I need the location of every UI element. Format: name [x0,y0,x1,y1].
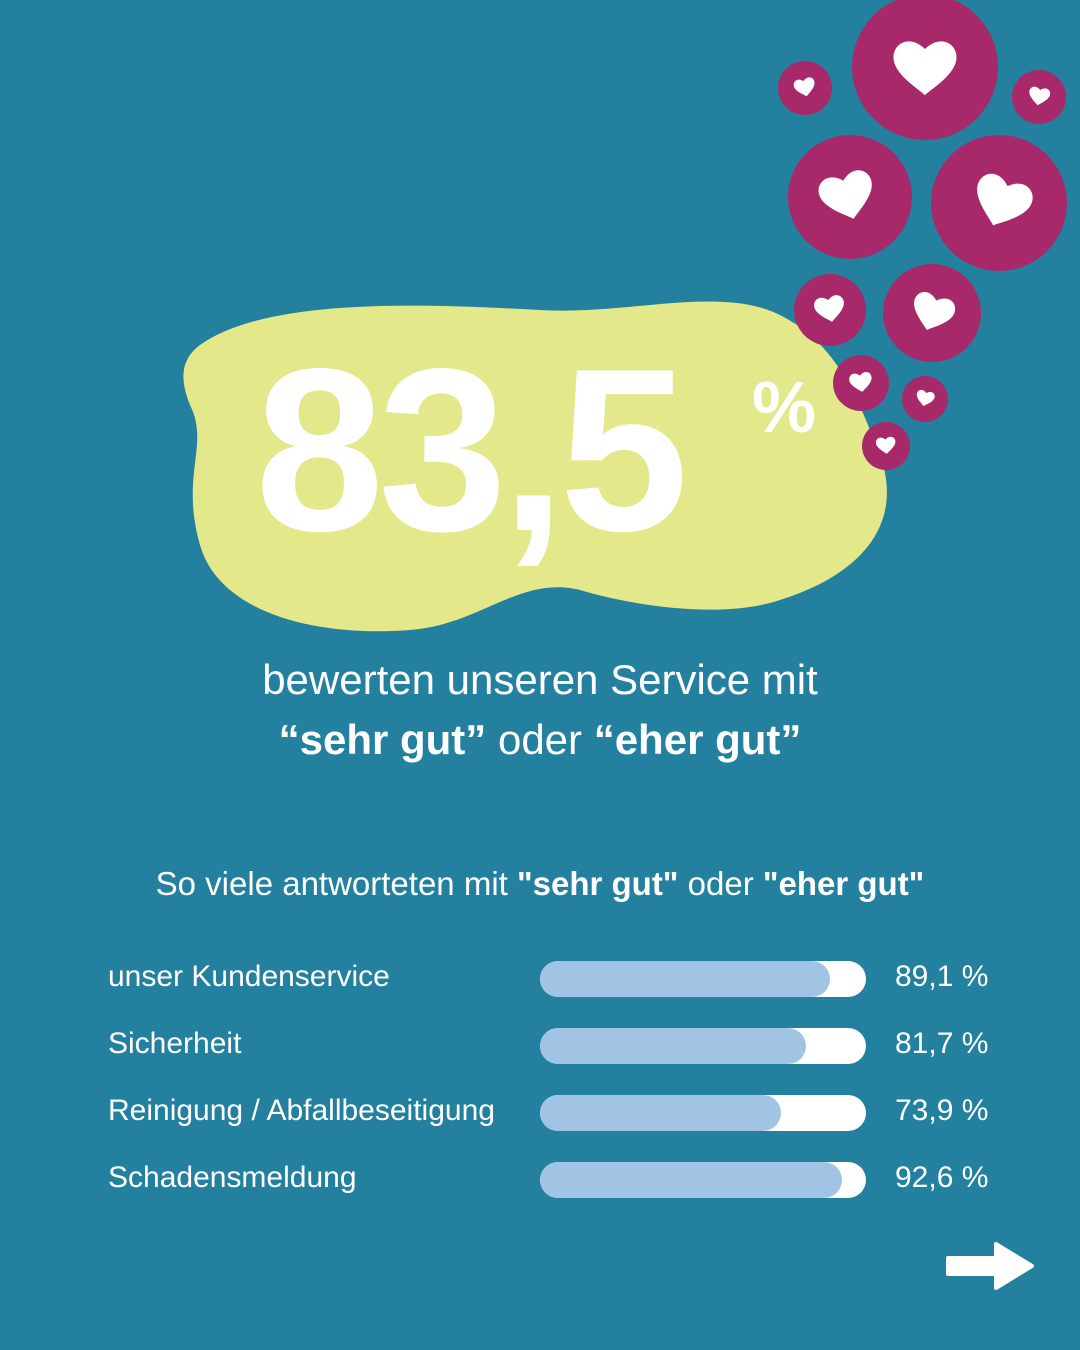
bar-row: Reinigung / Abfallbeseitigung 73,9 % [0,1089,1080,1156]
bar-value-label: 73,9 % [895,1094,989,1127]
heart-icon [852,0,998,140]
heart-icon [833,355,889,411]
bar-track [540,1095,866,1131]
caption-line-1: bewerten unseren Service mit [262,656,818,703]
bar-label: Reinigung / Abfallbeseitigung [108,1094,495,1127]
heart-icon [794,274,866,346]
heart-icon [902,376,948,422]
caption-quote-2: “eher gut” [593,716,802,763]
chart-title-quote-1: "sehr gut" [516,865,679,902]
bar-fill [540,961,831,997]
hearts-decoration [778,0,1067,470]
bar-row: Sicherheit 81,7 % [0,1022,1080,1089]
bar-row: Schadensmeldung 92,6 % [0,1156,1080,1223]
caption-quote-1: “sehr gut” [278,716,487,763]
bar-label: unser Kundenservice [108,960,390,993]
chart-title-prefix: So viele antworteten mit [155,865,517,902]
caption-line-2: “sehr gut” oder “eher gut” [0,710,1080,770]
headline-unit: % [752,368,817,448]
bar-value-label: 92,6 % [895,1161,989,1194]
chart-title-quote-2: "eher gut" [762,865,925,902]
headline-caption: bewerten unseren Service mit “sehr gut” … [0,650,1080,770]
chart-title: So viele antworteten mit "sehr gut" oder… [0,862,1080,906]
bar-track [540,1028,866,1064]
bar-track [540,1162,866,1198]
bar-label: Schadensmeldung [108,1161,357,1194]
bar-value-label: 89,1 % [895,960,989,993]
heart-icon [788,135,912,259]
headline-value: 83,5 [255,321,689,580]
bar-fill [540,1095,781,1131]
bar-row: unser Kundenservice 89,1 % [0,955,1080,1022]
bar-fill [540,1028,807,1064]
chart-title-connector: oder [678,865,763,902]
arrow-right-icon[interactable] [944,1240,1034,1292]
bar-track [540,961,866,997]
bar-label: Sicherheit [108,1027,242,1060]
caption-connector: oder [486,716,594,763]
heart-icon [778,61,832,115]
highlight-blob [183,301,887,632]
heart-icon [931,135,1067,271]
heart-icon [1012,70,1066,124]
bar-fill [540,1162,842,1198]
bar-value-label: 81,7 % [895,1027,989,1060]
bar-chart: unser Kundenservice 89,1 % Sicherheit 81,7 … [0,955,1080,1223]
heart-icon [862,422,910,470]
heart-icon [883,264,981,362]
